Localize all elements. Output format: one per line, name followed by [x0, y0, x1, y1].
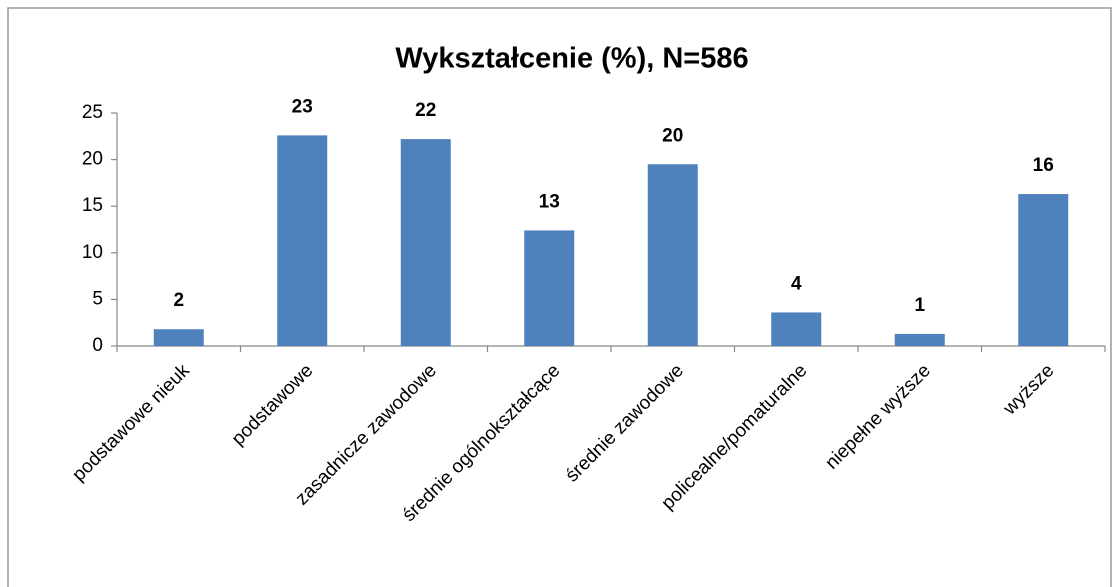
chart-title: Wykształcenie (%), N=586	[395, 43, 748, 75]
bar	[153, 329, 204, 346]
data-label: 1	[914, 295, 925, 316]
data-label: 16	[1033, 155, 1054, 176]
bar	[647, 164, 698, 346]
y-tick-label: 10	[82, 242, 103, 263]
y-tick-label: 20	[82, 149, 103, 170]
bar	[1018, 194, 1069, 346]
data-label: 22	[415, 100, 436, 121]
bar	[524, 230, 575, 346]
data-label: 2	[173, 290, 184, 311]
y-tick-label: 0	[92, 335, 103, 356]
data-label: 20	[662, 125, 683, 146]
bar	[277, 135, 328, 346]
y-tick-label: 25	[82, 102, 103, 123]
bar	[400, 139, 451, 346]
data-label: 23	[292, 96, 313, 117]
bar	[894, 333, 945, 346]
y-tick-label: 15	[82, 195, 103, 216]
y-tick-label: 5	[92, 288, 103, 309]
data-label: 4	[791, 273, 802, 294]
bar	[771, 312, 822, 346]
data-label: 13	[539, 191, 560, 212]
